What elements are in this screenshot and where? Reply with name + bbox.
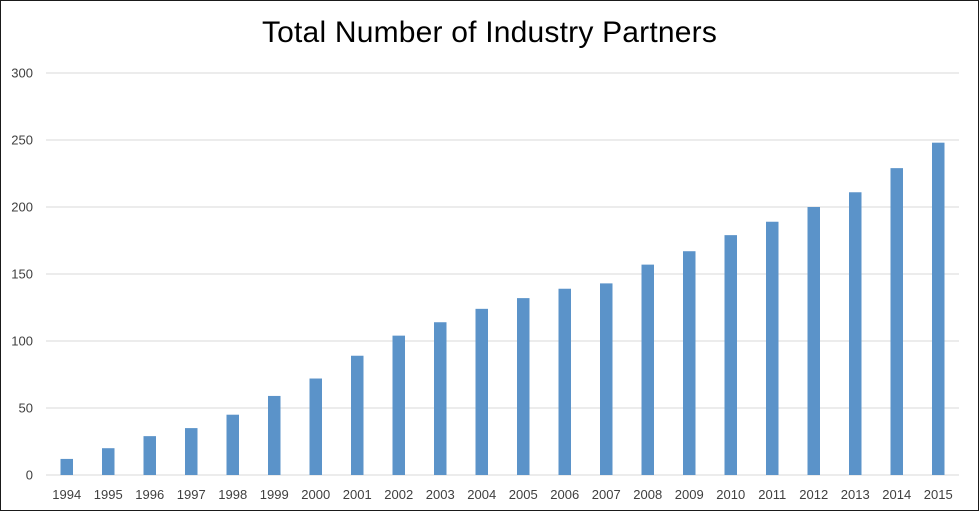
bar-2010 [724, 235, 737, 475]
gridlines [46, 72, 959, 476]
x-tick-label: 1999 [260, 487, 289, 502]
bar-2004 [475, 308, 488, 475]
x-tick-label: 2012 [799, 487, 828, 502]
chart-title: Total Number of Industry Partners [261, 16, 718, 49]
bars [60, 142, 945, 475]
x-tick-label: 2013 [841, 487, 870, 502]
bar-2011 [766, 221, 779, 475]
x-tick-label: 2004 [467, 487, 496, 502]
x-tick-label: 2002 [384, 487, 413, 502]
x-tick-label: 2001 [343, 487, 372, 502]
bar-2005 [517, 298, 530, 475]
y-tick-label: 200 [11, 200, 33, 215]
bar-2012 [807, 207, 820, 475]
y-tick-label: 250 [11, 133, 33, 148]
bar-1999 [268, 395, 281, 475]
y-tick-label: 150 [11, 267, 33, 282]
x-tick-label: 2010 [716, 487, 745, 502]
y-tick-label: 100 [11, 334, 33, 349]
y-tick-label: 300 [11, 66, 33, 81]
x-tick-label: 2014 [882, 487, 911, 502]
x-tick-label: 2009 [675, 487, 704, 502]
x-tick-label: 2006 [550, 487, 579, 502]
x-tick-label: 1996 [135, 487, 164, 502]
bar-2009 [683, 251, 696, 475]
bar-2003 [434, 322, 447, 475]
bar-1994 [60, 458, 73, 475]
bar-2007 [600, 283, 613, 475]
x-tick-label: 1998 [218, 487, 247, 502]
bar-2001 [351, 355, 364, 475]
bar-2013 [849, 192, 862, 475]
y-tick-label: 0 [26, 468, 33, 483]
bar-1996 [143, 436, 156, 475]
x-tick-label: 2000 [301, 487, 330, 502]
bar-1998 [226, 414, 239, 475]
bar-2015 [932, 142, 945, 475]
x-tick-label: 1994 [52, 487, 81, 502]
bar-2006 [558, 288, 571, 475]
x-axis-ticks: 1994 1995 1996 1997 1998 1999 2000 2001 2002 2003… [52, 487, 952, 502]
bar-2002 [392, 335, 405, 475]
bar-1997 [185, 428, 198, 475]
x-tick-label: 2015 [924, 487, 953, 502]
y-axis-ticks: 0 50 100 150 200 250 300 [11, 66, 33, 483]
y-tick-label: 50 [19, 401, 33, 416]
x-tick-label: 2005 [509, 487, 538, 502]
x-tick-label: 2008 [633, 487, 662, 502]
x-tick-label: 2003 [426, 487, 455, 502]
x-tick-label: 2011 [758, 487, 786, 502]
x-tick-label: 2007 [592, 487, 621, 502]
bar-2014 [890, 168, 903, 475]
x-tick-label: 1995 [94, 487, 123, 502]
bar-2008 [641, 264, 654, 475]
bar-1995 [102, 448, 115, 475]
bar-2000 [309, 378, 322, 475]
x-tick-label: 1997 [177, 487, 206, 502]
